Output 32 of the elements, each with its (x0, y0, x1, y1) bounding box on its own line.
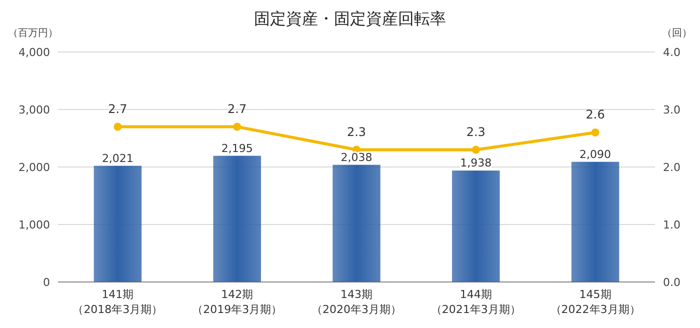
data-label: 2.6 (586, 108, 605, 122)
y-axis-title: （百万円） (8, 28, 58, 39)
y-tick-label: 0 (43, 276, 50, 289)
y-tick-label: 1,000 (18, 218, 50, 232)
data-label: 1,938 (460, 156, 492, 170)
y2-tick-label: 2.0 (663, 161, 680, 174)
x-tick-label: 143期（2020年3月期） (312, 288, 402, 316)
point (472, 146, 480, 154)
x-tick-label: 141期（2018年3月期） (72, 288, 163, 316)
chart-title: 固定資産・固定資産回転率 (254, 9, 446, 28)
data-label: 2.3 (346, 124, 366, 139)
data-label: 2,195 (221, 142, 253, 155)
data-label: 2.7 (108, 102, 128, 116)
y2-tick-label: 1.0 (663, 218, 680, 232)
point (114, 122, 122, 131)
x-tick-label: 144期（2021年3月期） (430, 288, 521, 316)
data-label: 2.3 (466, 124, 486, 139)
point (233, 122, 242, 131)
data-label: 2,021 (102, 152, 134, 165)
y2-axis-title: （回） (662, 28, 692, 39)
point (591, 128, 600, 136)
y2-tick-label: 4.0 (663, 46, 680, 59)
y-tick-label: 3,000 (18, 104, 50, 116)
y-tick-label: 4,000 (18, 46, 50, 59)
y2-tick-label: 3.0 (663, 104, 680, 116)
y2-tick-label: 0.0 (663, 276, 680, 289)
data-label: 2,038 (340, 150, 372, 164)
y-tick-label: 2,000 (18, 161, 50, 174)
x-tick-label: 142期（2019年3月期） (192, 288, 282, 316)
data-label: 2,090 (580, 148, 612, 161)
data-label: 2.7 (228, 102, 247, 116)
x-tick-label: 145期（2022年3月期） (550, 288, 640, 316)
